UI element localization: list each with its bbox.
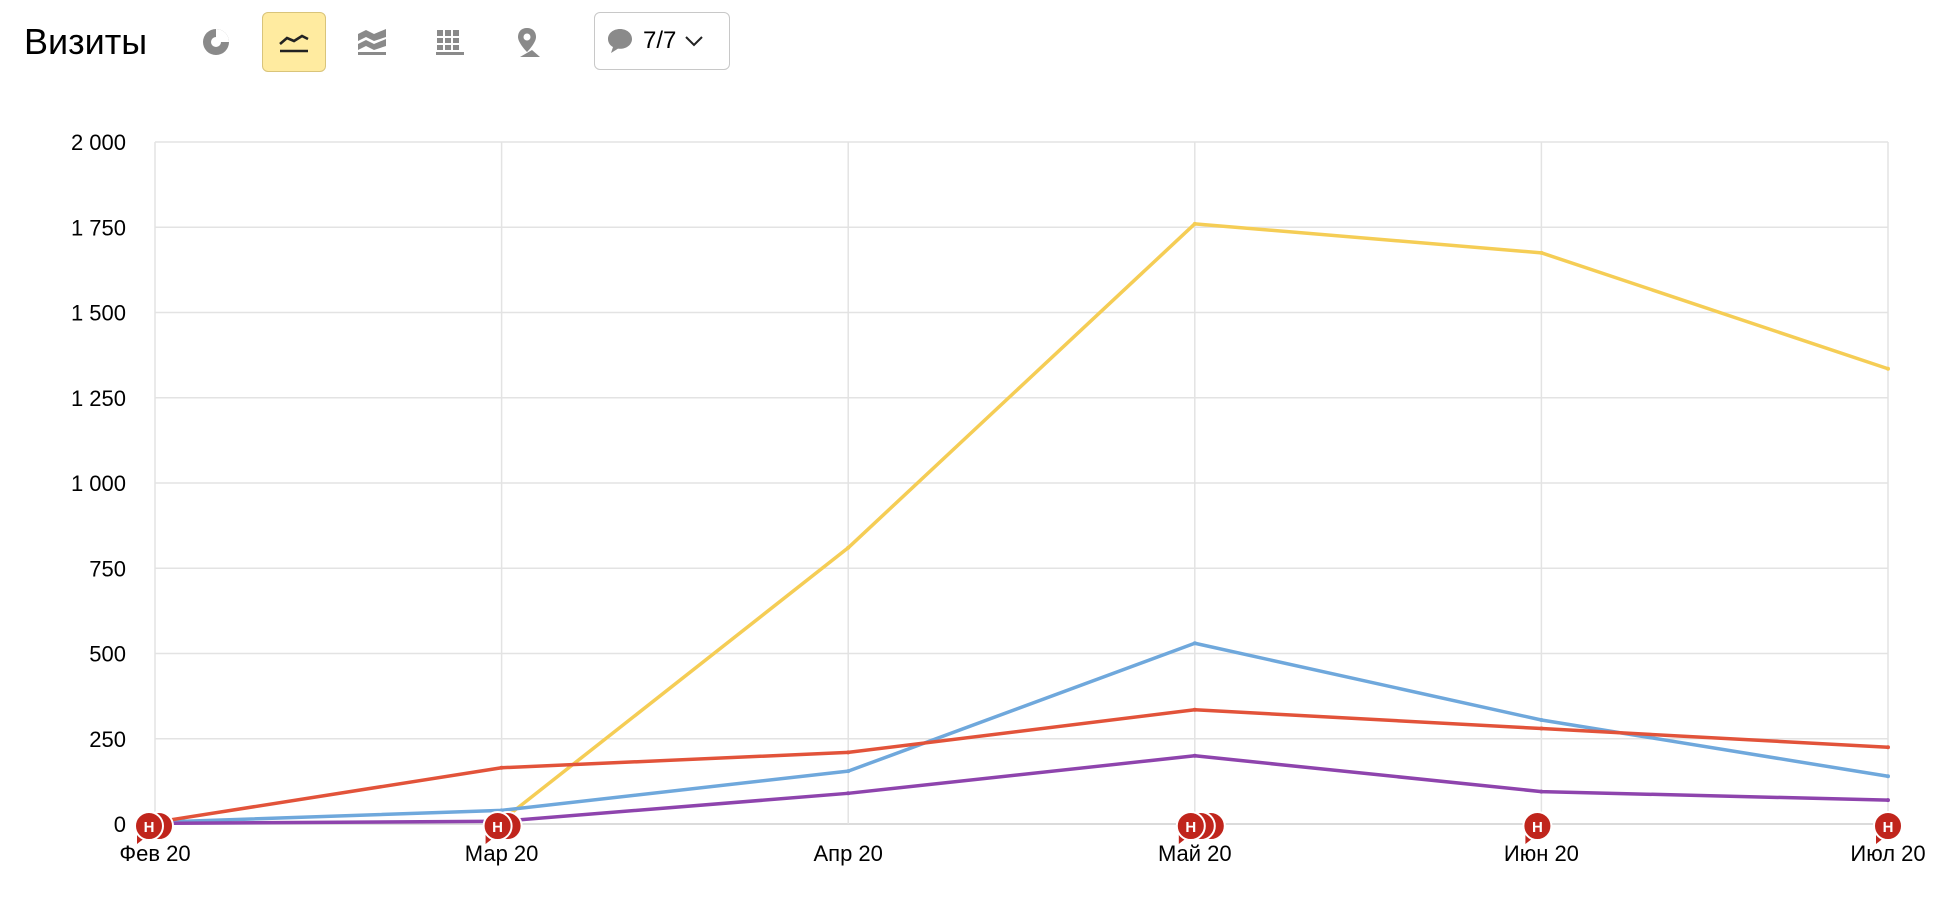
annotation-circle — [134, 811, 164, 841]
bar-chart-icon — [436, 30, 464, 55]
data-point[interactable] — [1539, 250, 1544, 255]
data-point[interactable] — [846, 545, 851, 550]
pie-chart-icon — [203, 29, 229, 55]
annotation-marker[interactable]: Н — [1175, 811, 1226, 844]
data-point[interactable] — [1192, 221, 1197, 226]
data-point[interactable] — [1539, 717, 1544, 722]
annotation-label: Н — [1185, 819, 1196, 836]
series-line[interactable] — [154, 754, 1889, 826]
view-bar-button[interactable] — [418, 12, 482, 72]
data-point[interactable] — [1886, 774, 1890, 779]
annotations-count: 7/7 — [643, 27, 677, 54]
x-tick-label: Май 20 — [1158, 841, 1232, 866]
data-point[interactable] — [846, 791, 851, 796]
chevron-down-icon — [685, 36, 704, 47]
view-line-button[interactable] — [262, 12, 326, 72]
data-point[interactable] — [1539, 789, 1544, 794]
chart-toolbar: Визиты — [0, 0, 1960, 90]
data-point[interactable] — [846, 769, 851, 774]
x-tick-label: Июл 20 — [1850, 841, 1925, 866]
annotation-marker[interactable]: Н — [1522, 811, 1553, 844]
annotation-circle — [1873, 811, 1903, 841]
data-point[interactable] — [1539, 726, 1544, 731]
data-point[interactable] — [1886, 745, 1890, 750]
line-chart-icon — [279, 34, 309, 53]
data-point[interactable] — [1886, 366, 1890, 371]
y-tick-label: 0 — [114, 812, 126, 837]
data-point[interactable] — [499, 765, 504, 770]
y-tick-label: 500 — [89, 642, 126, 667]
chart-grid — [154, 141, 1889, 825]
chart-title: Визиты — [24, 21, 148, 62]
annotation-circle — [1522, 811, 1553, 841]
annotation-circle — [1175, 811, 1206, 841]
data-point[interactable] — [1192, 707, 1197, 712]
x-tick-label: Фев 20 — [119, 841, 190, 866]
data-point[interactable] — [1192, 753, 1197, 758]
series-line[interactable] — [154, 708, 1889, 825]
data-point[interactable] — [1886, 798, 1890, 803]
data-point[interactable] — [1192, 641, 1197, 646]
y-tick-label: 1 750 — [71, 215, 126, 240]
annotation-label: Н — [144, 819, 155, 836]
view-pie-button[interactable] — [184, 12, 248, 72]
annotation-marker[interactable]: Н — [482, 811, 523, 844]
y-tick-label: 1 500 — [71, 301, 126, 326]
series-line[interactable] — [154, 641, 1889, 825]
annotation-label: Н — [492, 819, 503, 836]
data-point[interactable] — [846, 750, 851, 755]
comment-bubble-icon — [608, 29, 632, 53]
annotation-circle — [482, 811, 513, 841]
y-axis: 0 250 500 750 1 000 1 250 1 500 1 750 2 000 — [71, 130, 126, 837]
annotations-toggle-button[interactable]: 7/7 — [594, 12, 730, 70]
x-tick-label: Июн 20 — [1504, 841, 1579, 866]
annotation-marker[interactable]: Н — [134, 811, 174, 844]
x-axis: Фев 20 Мар 20 Апр 20 Май 20 Июн 20 Июл 20 — [119, 841, 1925, 866]
area-chart-icon — [358, 29, 386, 55]
y-tick-label: 250 — [89, 727, 126, 752]
line-chart: 0 250 500 750 1 000 1 250 1 500 1 750 2 000 Фев … — [71, 130, 1926, 866]
annotation-marker[interactable]: Н — [1873, 811, 1903, 844]
x-tick-label: Апр 20 — [813, 841, 882, 866]
y-tick-label: 1 000 — [71, 471, 126, 496]
chart-series — [153, 221, 1890, 826]
annotation-label: Н — [1532, 819, 1543, 836]
map-pin-icon — [518, 28, 540, 57]
view-area-button[interactable] — [340, 12, 404, 72]
annotation-label: Н — [1883, 819, 1894, 836]
y-tick-label: 1 250 — [71, 386, 126, 411]
y-tick-label: 750 — [89, 556, 126, 581]
y-tick-label: 2 000 — [71, 130, 126, 155]
view-map-button[interactable] — [496, 12, 560, 72]
x-tick-label: Мар 20 — [465, 841, 539, 866]
